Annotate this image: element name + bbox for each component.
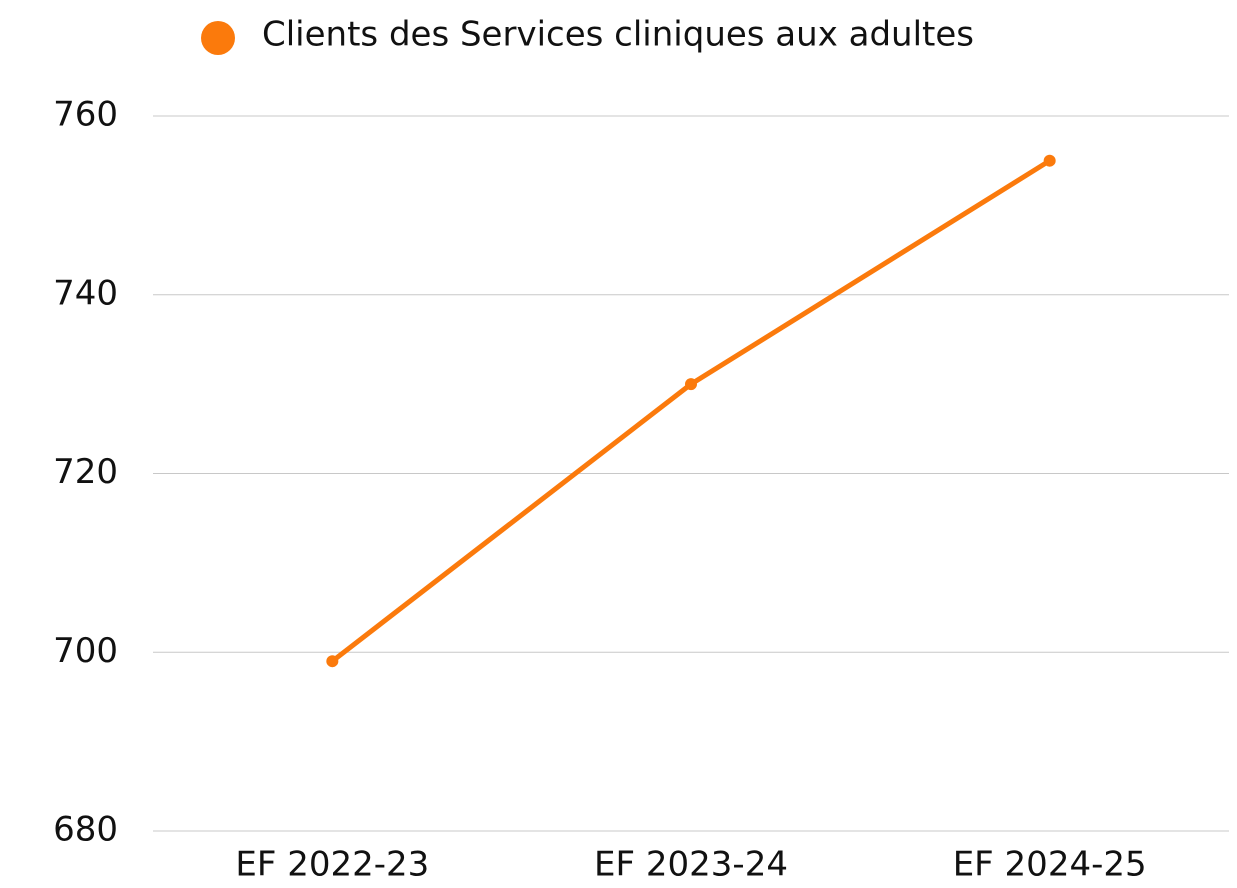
y-tick-label: 760 xyxy=(53,95,118,135)
y-tick-label: 720 xyxy=(53,452,118,492)
y-tick-label: 740 xyxy=(53,273,118,313)
point xyxy=(1043,154,1056,167)
legend-marker xyxy=(201,21,235,55)
x-tick-label: EF 2024-25 xyxy=(953,845,1147,885)
y-tick-label: 700 xyxy=(53,631,118,671)
y-tick-label: 680 xyxy=(53,810,118,850)
line xyxy=(330,158,1051,664)
point xyxy=(685,378,697,391)
legend-label: Clients des Services cliniques aux adult… xyxy=(262,15,974,55)
x-tick-label: EF 2022-23 xyxy=(235,845,429,885)
x-tick-label: EF 2023-24 xyxy=(594,845,788,885)
point xyxy=(326,655,339,668)
